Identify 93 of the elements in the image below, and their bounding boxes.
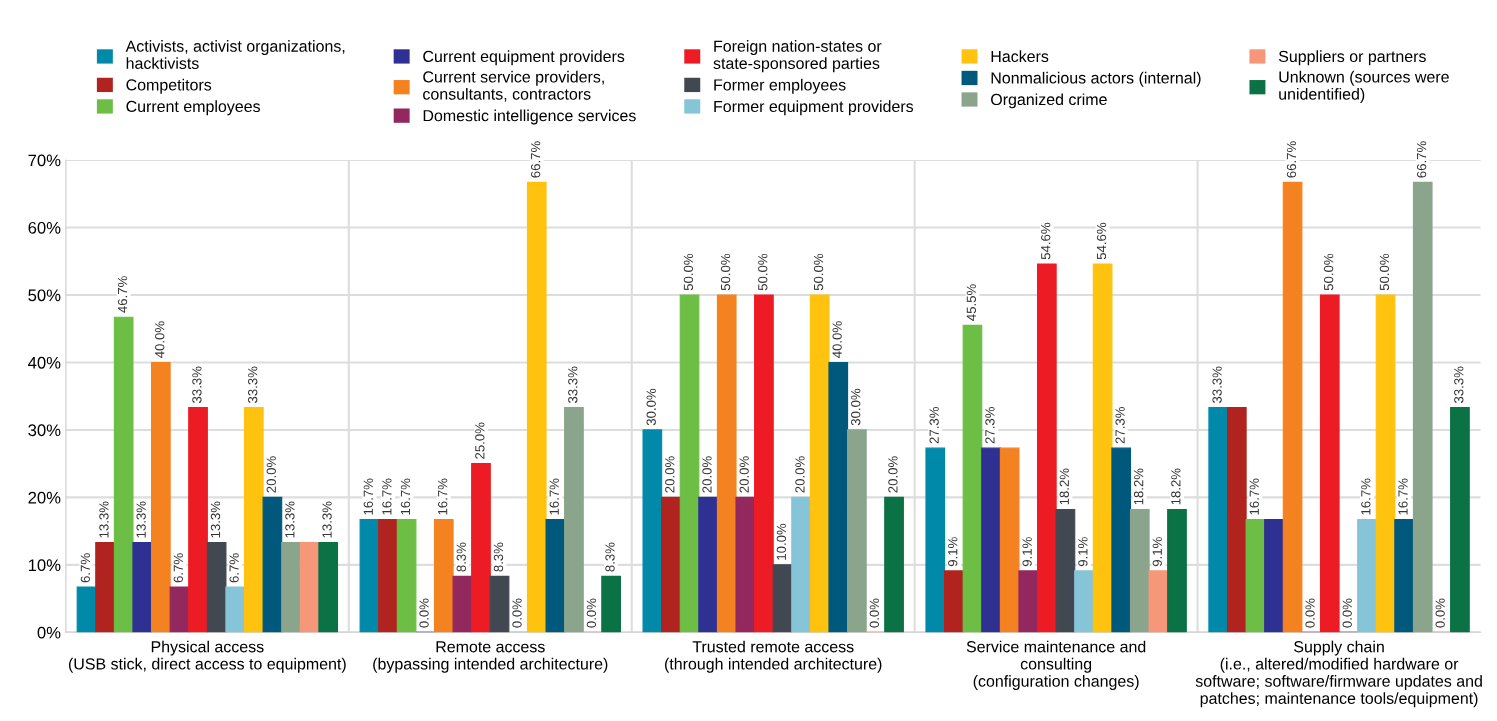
y-tick-label: 20% [28, 491, 61, 504]
data-label: 13.3% [322, 501, 332, 538]
x-tick-label: Trusted remote access (through intended architecture) [664, 640, 882, 673]
data-label: 50.0% [758, 253, 768, 291]
data-label: 0.0% [869, 598, 879, 628]
data-label: 33.3% [1454, 366, 1464, 403]
legend-label: Former equipment providers [714, 100, 914, 116]
legend-label: Current equipment providers [423, 50, 625, 66]
data-label: 33.3% [1212, 366, 1222, 403]
legend-label: Former employees [714, 78, 846, 94]
data-label: 8.3% [456, 542, 466, 572]
data-label: 27.3% [985, 407, 995, 444]
y-tick-label: 0% [37, 626, 61, 639]
data-label: 18.2% [1059, 468, 1069, 505]
legend-label: Foreign nation-states or state-sponsored parties [713, 40, 882, 73]
data-label: 27.3% [929, 407, 939, 444]
data-label: 20.0% [266, 456, 276, 493]
legend-label: Competitors [126, 78, 212, 94]
legend-label: Current service providers, consultants, contractors [423, 70, 604, 102]
data-label: 50.0% [683, 253, 694, 291]
y-tick-label: 10% [28, 559, 61, 572]
data-label: 0.0% [512, 598, 522, 628]
y-tick-label: 70% [28, 154, 61, 167]
data-label: 54.6% [1096, 222, 1107, 260]
data-label: 30.0% [646, 388, 656, 426]
data-label: 0.0% [1305, 598, 1315, 628]
data-label: 9.1% [1022, 537, 1032, 567]
legend-label: Suppliers or partners [1278, 50, 1426, 66]
data-label: 9.1% [948, 537, 958, 567]
data-label: 40.0% [155, 321, 165, 358]
data-label: 27.3% [1115, 407, 1125, 444]
data-label: 10.0% [776, 523, 787, 560]
legend-label: Nonmalicious actors (internal) [991, 71, 1201, 87]
data-label: 16.7% [1249, 478, 1259, 515]
data-label: 18.2% [1134, 468, 1144, 505]
data-label: 8.3% [605, 542, 615, 572]
data-label: 6.7% [229, 553, 239, 583]
data-label: 66.7% [530, 141, 541, 178]
data-label: 66.7% [1416, 141, 1427, 178]
data-label: 16.7% [437, 478, 448, 515]
data-label: 50.0% [720, 253, 731, 291]
x-tick-label: Remote access (bypassing intended architecture) [373, 641, 608, 673]
data-label: 50.0% [813, 253, 824, 291]
data-label: 16.7% [1398, 478, 1408, 515]
legend-label: Unknown (sources were unidentified) [1279, 70, 1449, 103]
data-label: 50.0% [1323, 253, 1334, 291]
data-label: 9.1% [1152, 537, 1162, 567]
legend-label: Hackers [991, 50, 1049, 63]
x-tick-label: Service maintenance and consulting (configuration changes) [966, 640, 1146, 690]
data-label: 30.0% [851, 388, 861, 426]
legend-label: Activists, activist organizations, hacktivists [125, 40, 345, 70]
data-label: 50.0% [1379, 253, 1390, 291]
data-label: 0.0% [1435, 598, 1445, 628]
y-tick-label: 30% [28, 424, 61, 437]
data-label: 18.2% [1171, 468, 1181, 505]
data-label: 0.0% [1342, 598, 1352, 628]
data-label: 16.7% [549, 478, 559, 515]
data-label: 6.7% [173, 553, 183, 583]
data-label: 20.0% [739, 456, 749, 493]
legend-label: Current employees [126, 100, 260, 116]
y-tick-label: 60% [28, 221, 61, 234]
data-label: 16.7% [363, 478, 373, 515]
data-label: 25.0% [475, 422, 485, 459]
data-label: 13.3% [99, 501, 109, 538]
x-tick-label: Supply chain (i.e., altered/modified hardware or software; software/firmware updates and patches; maintenance tools/equipment) [1195, 640, 1482, 708]
data-label: 8.3% [493, 542, 504, 572]
data-label: 20.0% [665, 456, 675, 493]
data-label: 16.7% [1361, 478, 1371, 515]
data-label: 45.5% [966, 284, 977, 321]
data-label: 20.0% [795, 456, 805, 493]
data-label: 20.0% [888, 456, 898, 493]
data-label: 33.3% [568, 366, 578, 403]
data-label: 16.7% [400, 478, 411, 515]
data-label: 33.3% [248, 366, 258, 403]
data-label: 9.1% [1078, 537, 1088, 567]
y-tick-label: 50% [28, 289, 61, 302]
data-label: 6.7% [80, 553, 91, 583]
data-label: 66.7% [1286, 141, 1297, 178]
data-label: 0.0% [419, 598, 429, 628]
x-tick-label: Physical access (USB stick, direct access to equipment) [68, 640, 346, 673]
data-label: 0.0% [586, 598, 597, 628]
data-label: 20.0% [702, 456, 712, 493]
data-label: 40.0% [832, 321, 842, 358]
data-label: 13.3% [210, 501, 221, 538]
y-tick-label: 40% [28, 356, 61, 369]
data-label: 13.3% [285, 501, 295, 538]
data-label: 46.7% [117, 276, 128, 313]
data-label: 33.3% [192, 366, 202, 403]
legend-label: Organized crime [991, 93, 1107, 109]
data-label: 13.3% [136, 501, 146, 538]
data-label: 16.7% [382, 478, 392, 515]
data-label: 54.6% [1041, 222, 1051, 260]
legend-label: Domestic intelligence services [423, 109, 636, 125]
